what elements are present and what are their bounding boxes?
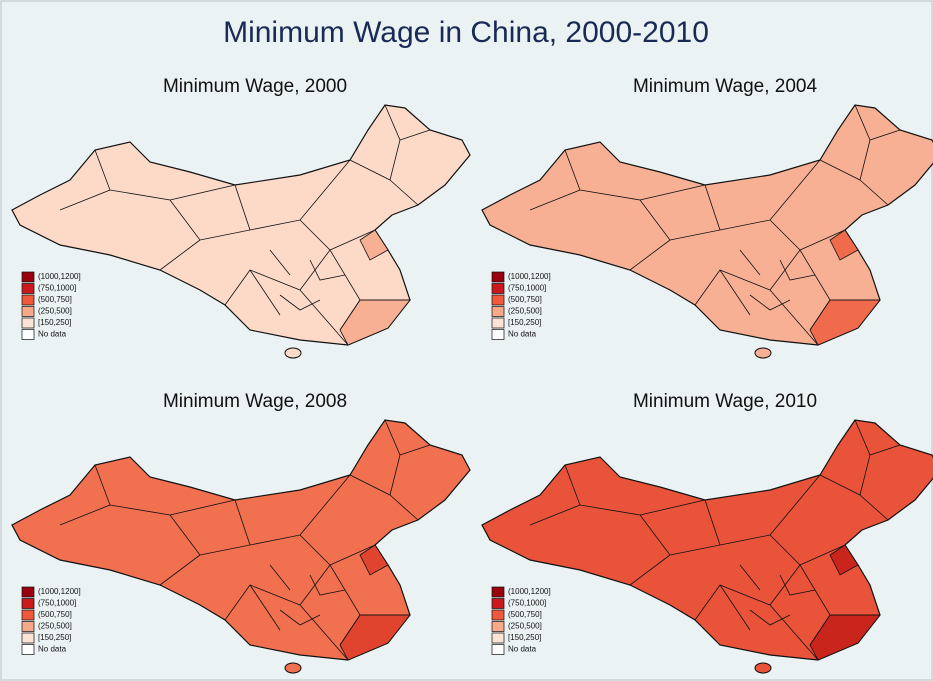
legend-swatch xyxy=(21,609,35,621)
legend-swatch xyxy=(491,586,505,598)
map-title: Minimum Wage, 2010 xyxy=(633,391,817,412)
legend-swatch xyxy=(491,632,505,644)
legend-label: (1000,1200] xyxy=(508,272,551,281)
legend-swatch xyxy=(21,632,35,644)
legend-label: No data xyxy=(38,330,67,339)
island xyxy=(284,347,302,359)
legend-label: No data xyxy=(38,645,67,654)
legend-swatch xyxy=(491,294,505,306)
legend-label: (500,750] xyxy=(38,295,72,304)
legend-label: [150,250] xyxy=(508,633,541,642)
legend-label: (1000,1200] xyxy=(38,272,81,281)
legend-label: No data xyxy=(508,645,537,654)
legend-swatch xyxy=(491,317,505,329)
legend-label: (750,1000] xyxy=(38,599,76,608)
legend-swatch xyxy=(21,294,35,306)
map xyxy=(11,104,471,359)
map xyxy=(481,419,933,674)
figure-title: Minimum Wage in China, 2000-2010 xyxy=(223,16,709,49)
legend-label: [150,250] xyxy=(38,318,71,327)
legend: (1000,1200] (750,1000] (500,750] (250,500] [… xyxy=(491,586,551,655)
legend-swatch xyxy=(21,644,35,655)
panels: Minimum Wage, 2000(1000,1200](750,1000](… xyxy=(11,76,933,674)
legend-label: (1000,1200] xyxy=(38,587,81,596)
legend-swatch xyxy=(491,598,505,609)
legend-label: (250,500] xyxy=(508,622,542,631)
legend-swatch xyxy=(491,621,505,632)
legend-label: (750,1000] xyxy=(508,599,546,608)
legend-swatch xyxy=(21,271,35,283)
legend-label: (500,750] xyxy=(508,610,542,619)
legend-label: (500,750] xyxy=(508,295,542,304)
legend-label: (750,1000] xyxy=(38,284,76,293)
legend-swatch xyxy=(21,283,35,294)
map-panel: Minimum Wage, 2004(1000,1200](750,1000](… xyxy=(481,76,933,359)
map-panel: Minimum Wage, 2000(1000,1200](750,1000](… xyxy=(11,76,471,359)
legend-swatch xyxy=(21,621,35,632)
map-title: Minimum Wage, 2000 xyxy=(163,76,347,97)
legend-label: (250,500] xyxy=(38,622,72,631)
legend-swatch xyxy=(491,271,505,283)
legend-swatch xyxy=(21,329,35,340)
map-title: Minimum Wage, 2004 xyxy=(633,76,818,97)
legend-swatch xyxy=(491,609,505,621)
legend-swatch xyxy=(21,306,35,317)
legend-label: No data xyxy=(508,330,537,339)
legend: (1000,1200] (750,1000] (500,750] (250,500] [… xyxy=(491,271,551,340)
legend-swatch xyxy=(21,598,35,609)
map-title: Minimum Wage, 2008 xyxy=(163,391,347,412)
legend-label: (500,750] xyxy=(38,610,72,619)
legend-label: (1000,1200] xyxy=(508,587,551,596)
legend-label: [150,250] xyxy=(38,633,71,642)
legend-swatch xyxy=(21,586,35,598)
map xyxy=(11,419,471,674)
island xyxy=(754,347,772,359)
legend-label: (250,500] xyxy=(508,307,542,316)
legend-swatch xyxy=(491,644,505,655)
map xyxy=(481,104,933,359)
legend-swatch xyxy=(21,317,35,329)
legend-swatch xyxy=(491,329,505,340)
island xyxy=(284,662,302,674)
legend: (1000,1200] (750,1000] (500,750] (250,500] [… xyxy=(21,271,81,340)
legend-label: [150,250] xyxy=(508,318,541,327)
map-panel: Minimum Wage, 2008(1000,1200](750,1000](… xyxy=(11,391,471,674)
legend-swatch xyxy=(491,306,505,317)
legend-label: (750,1000] xyxy=(508,284,546,293)
legend-swatch xyxy=(491,283,505,294)
map-panel: Minimum Wage, 2010(1000,1200](750,1000](… xyxy=(481,391,933,674)
island xyxy=(754,662,772,674)
legend-label: (250,500] xyxy=(38,307,72,316)
legend: (1000,1200] (750,1000] (500,750] (250,500] [… xyxy=(21,586,81,655)
